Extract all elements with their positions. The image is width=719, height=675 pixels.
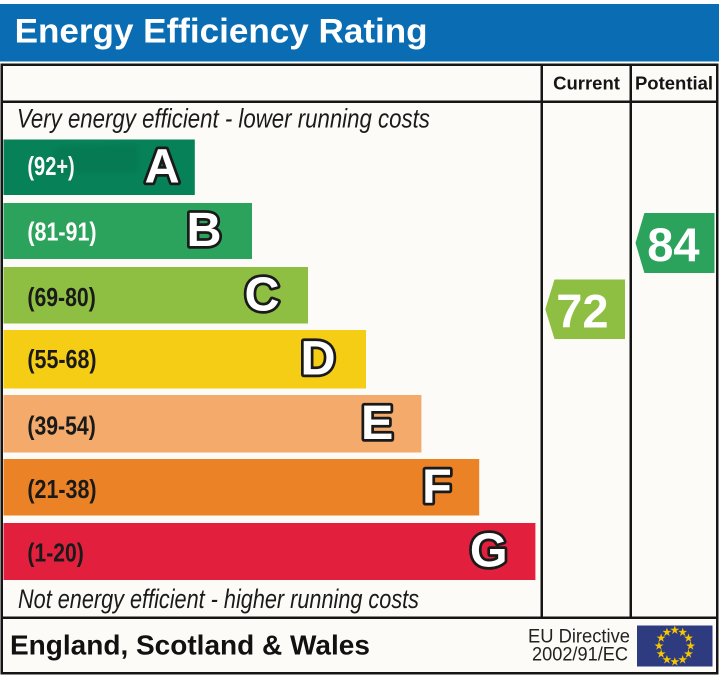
svg-text:Potential: Potential <box>635 73 713 94</box>
svg-text:(55-68): (55-68) <box>27 344 96 374</box>
svg-text:Very energy efficient - lower: Very energy efficient - lower running co… <box>17 104 430 134</box>
svg-text:E: E <box>361 396 393 450</box>
svg-text:F: F <box>422 459 452 513</box>
svg-text:A: A <box>145 139 180 193</box>
svg-text:D: D <box>300 331 335 385</box>
svg-text:72: 72 <box>556 285 608 338</box>
svg-text:England, Scotland & Wales: England, Scotland & Wales <box>10 629 370 660</box>
svg-text:2002/91/EC: 2002/91/EC <box>532 645 628 666</box>
svg-text:(39-54): (39-54) <box>27 411 95 441</box>
svg-text:(69-80): (69-80) <box>27 282 95 312</box>
svg-text:(21-38): (21-38) <box>27 474 96 504</box>
svg-text:C: C <box>244 267 279 321</box>
svg-text:Energy Efficiency Rating: Energy Efficiency Rating <box>15 13 428 51</box>
svg-text:(1-20): (1-20) <box>27 537 83 567</box>
svg-text:G: G <box>470 524 508 578</box>
svg-text:Not energy efficient - higher: Not energy efficient - higher running co… <box>18 584 419 614</box>
svg-text:84: 84 <box>647 218 699 271</box>
svg-text:Current: Current <box>553 73 620 94</box>
svg-text:EU Directive: EU Directive <box>528 626 630 647</box>
svg-text:(81-91): (81-91) <box>27 216 96 246</box>
svg-text:B: B <box>186 203 221 257</box>
